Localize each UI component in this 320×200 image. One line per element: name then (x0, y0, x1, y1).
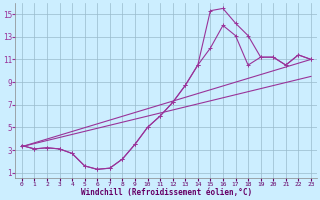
X-axis label: Windchill (Refroidissement éolien,°C): Windchill (Refroidissement éolien,°C) (81, 188, 252, 197)
